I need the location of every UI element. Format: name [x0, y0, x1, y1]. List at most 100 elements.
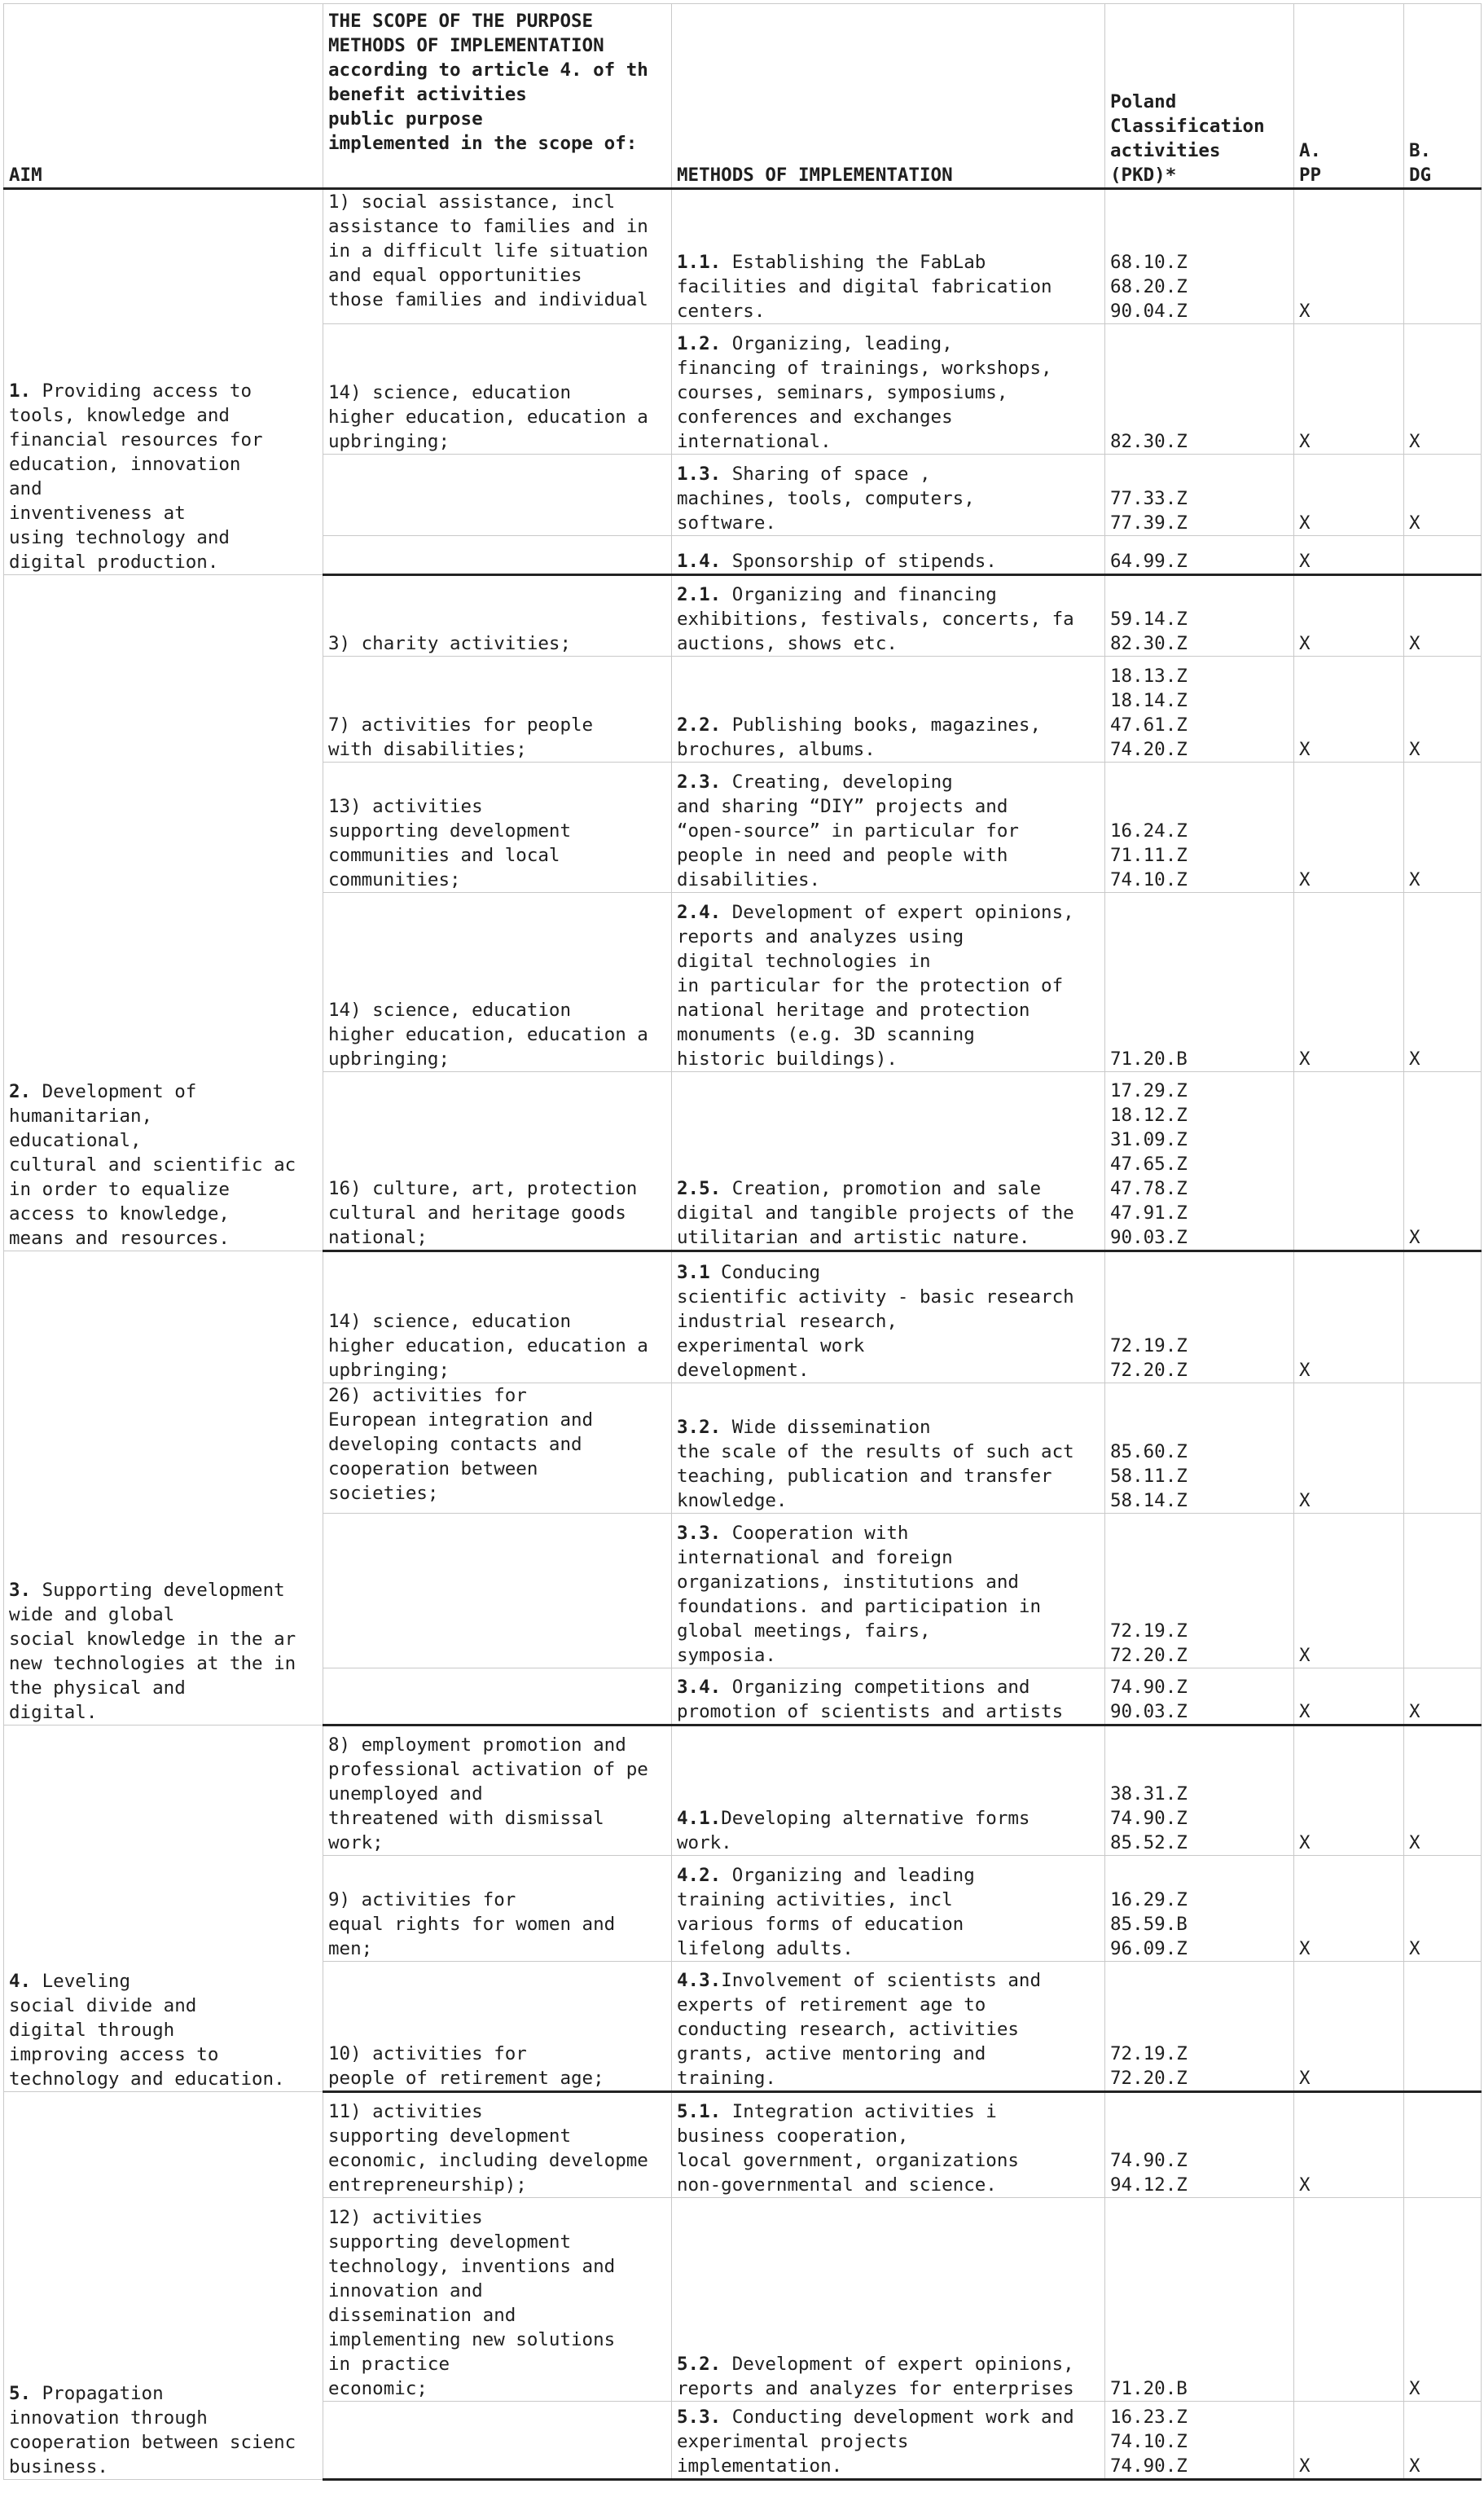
aim-number: 5.	[9, 2383, 32, 2404]
scope-cell	[323, 1668, 672, 1726]
pkd-cell: 16.24.Z 71.11.Z 74.10.Z	[1104, 762, 1294, 893]
aim-text: Development of humanitarian, educational…	[9, 1081, 296, 1249]
pp-mark-cell: X	[1293, 454, 1404, 536]
pkd-cell: 16.23.Z 74.10.Z 74.90.Z	[1104, 2401, 1294, 2481]
method-text: Creation, promotion and sale digital and…	[677, 1178, 1074, 1248]
scope-cell: 11) activities supporting development ec…	[323, 2091, 672, 2198]
pkd-cell: 72.19.Z 72.20.Z	[1104, 1961, 1294, 2093]
dg-mark-cell: X	[1403, 1725, 1482, 1856]
pp-mark-cell: X	[1293, 323, 1404, 455]
method-number: 3.4.	[677, 1677, 722, 1698]
method-cell: 1.4. Sponsorship of stipends.	[671, 535, 1105, 576]
method-text: Establishing the FabLab facilities and d…	[677, 252, 1052, 322]
pp-mark-cell: X	[1293, 188, 1404, 324]
pp-mark-cell: X	[1293, 1725, 1404, 1856]
dg-mark-cell	[1403, 535, 1482, 576]
aim-cell: 4. Leveling social divide and digital th…	[3, 1725, 323, 2092]
method-text: Cooperation with international and forei…	[677, 1523, 1042, 1666]
implementation-table: AIM THE SCOPE OF THE PURPOSE METHODS OF …	[3, 3, 1482, 2481]
pp-mark-cell: X	[1293, 2401, 1404, 2481]
scope-cell	[323, 454, 672, 536]
pp-mark-cell: X	[1293, 1513, 1404, 1668]
method-number: 2.5.	[677, 1178, 722, 1199]
pkd-cell: 77.33.Z 77.39.Z	[1104, 454, 1294, 536]
scope-cell: 9) activities for equal rights for women…	[323, 1855, 672, 1962]
table-row: 14) science, education higher education,…	[4, 323, 1482, 455]
table-row: 5.3. Conducting development work and exp…	[4, 2401, 1482, 2481]
scope-cell	[323, 1513, 672, 1668]
pkd-cell: 74.90.Z 90.03.Z	[1104, 1668, 1294, 1726]
scope-cell: 8) employment promotion and professional…	[323, 1725, 672, 1856]
method-number: 2.1.	[677, 584, 722, 605]
header-dg: B. DG	[1403, 3, 1482, 190]
table-row: 4. Leveling social divide and digital th…	[3, 1725, 1482, 2092]
method-number: 1.3.	[677, 464, 722, 485]
pp-mark-cell: X	[1293, 762, 1404, 893]
scope-cell	[323, 2401, 672, 2481]
aim-text: Leveling social divide and digital throu…	[9, 1971, 285, 2090]
aim-text: Supporting development wide and global s…	[9, 1580, 296, 1723]
aim-cell: 3. Supporting development wide and globa…	[3, 1251, 323, 1725]
pp-mark-cell: X	[1293, 1383, 1404, 1514]
header-pkd: Poland Classification activities (PKD)*	[1104, 3, 1294, 190]
pkd-cell: 59.14.Z 82.30.Z	[1104, 574, 1294, 657]
method-text: Development of expert opinions, reports …	[677, 2354, 1074, 2399]
table-row: 14) science, education higher education,…	[4, 892, 1482, 1072]
method-number: 5.3.	[677, 2407, 722, 2428]
pkd-cell: 71.20.B	[1104, 2197, 1294, 2402]
table-row: 2. Development of humanitarian, educatio…	[3, 574, 1482, 1251]
pkd-cell: 74.90.Z 94.12.Z	[1104, 2091, 1294, 2198]
method-text: Creating, developing and sharing “DIY” p…	[677, 772, 1019, 890]
pp-mark-cell: X	[1293, 535, 1404, 576]
method-number: 1.4.	[677, 551, 722, 572]
method-cell: 4.2. Organizing and leading training act…	[671, 1855, 1105, 1962]
dg-mark-cell	[1403, 1961, 1482, 2093]
table-row: 7) activities for people with disabiliti…	[4, 656, 1482, 763]
aim-number: 4.	[9, 1971, 32, 1992]
pp-mark-cell: X	[1293, 656, 1404, 763]
method-cell: 4.3.Involvement of scientists and expert…	[671, 1961, 1105, 2093]
pp-mark-cell: X	[1293, 1855, 1404, 1962]
method-number: 1.1.	[677, 252, 722, 273]
method-text: Organizing and financing exhibitions, fe…	[677, 584, 1074, 654]
scope-cell: 16) culture, art, protection cultural an…	[323, 1071, 672, 1252]
table-row: 1.4. Sponsorship of stipends. 64.99.Z X	[4, 535, 1482, 576]
dg-mark-cell	[1403, 1383, 1482, 1514]
method-cell: 2.3. Creating, developing and sharing “D…	[671, 762, 1105, 893]
pp-mark-cell	[1293, 2197, 1404, 2402]
method-cell: 1.2. Organizing, leading, financing of t…	[671, 323, 1105, 455]
table-row: 5. Propagation innovation through cooper…	[3, 2091, 1482, 2480]
method-number: 5.1.	[677, 2101, 722, 2122]
method-number: 4.1.	[677, 1808, 722, 1829]
table-row: 10) activities for people of retirement …	[4, 1961, 1482, 2093]
method-cell: 2.5. Creation, promotion and sale digita…	[671, 1071, 1105, 1252]
pkd-cell: 85.60.Z 58.11.Z 58.14.Z	[1104, 1383, 1294, 1514]
scope-cell: 7) activities for people with disabiliti…	[323, 656, 672, 763]
pkd-cell: 18.13.Z 18.14.Z 47.61.Z 74.20.Z	[1104, 656, 1294, 763]
dg-mark-cell: X	[1403, 2401, 1482, 2481]
aim-text: Propagation innovation through cooperati…	[9, 2383, 296, 2477]
header-pp: A. PP	[1293, 3, 1404, 190]
dg-mark-cell: X	[1403, 1071, 1482, 1252]
method-text: Conducting development work and experime…	[677, 2407, 1074, 2477]
scope-cell: 26) activities for European integration …	[323, 1383, 672, 1514]
method-text: Integration activities i business cooper…	[677, 2101, 1019, 2196]
table-row: 16) culture, art, protection cultural an…	[4, 1071, 1482, 1252]
dg-mark-cell: X	[1403, 1855, 1482, 1962]
method-number: 3.1	[677, 1262, 710, 1283]
method-cell: 5.3. Conducting development work and exp…	[671, 2401, 1105, 2481]
method-text: Wide dissemination the scale of the resu…	[677, 1417, 1074, 1511]
method-text: Development of expert opinions, reports …	[677, 902, 1074, 1070]
dg-mark-cell: X	[1403, 656, 1482, 763]
method-text: Organizing and leading training activiti…	[677, 1865, 975, 1959]
aim-cell: 2. Development of humanitarian, educatio…	[3, 574, 323, 1251]
dg-mark-cell: X	[1403, 2197, 1482, 2402]
header-aim: AIM	[3, 3, 323, 190]
method-text: Developing alternative forms work.	[677, 1808, 1030, 1853]
method-number: 1.2.	[677, 333, 722, 354]
table-row: 12) activities supporting development te…	[4, 2197, 1482, 2402]
method-number: 4.3.	[677, 1970, 722, 1991]
pkd-cell: 16.29.Z 85.59.B 96.09.Z	[1104, 1855, 1294, 1962]
table-header: AIM THE SCOPE OF THE PURPOSE METHODS OF …	[3, 3, 1482, 190]
method-cell: 2.4. Development of expert opinions, rep…	[671, 892, 1105, 1072]
